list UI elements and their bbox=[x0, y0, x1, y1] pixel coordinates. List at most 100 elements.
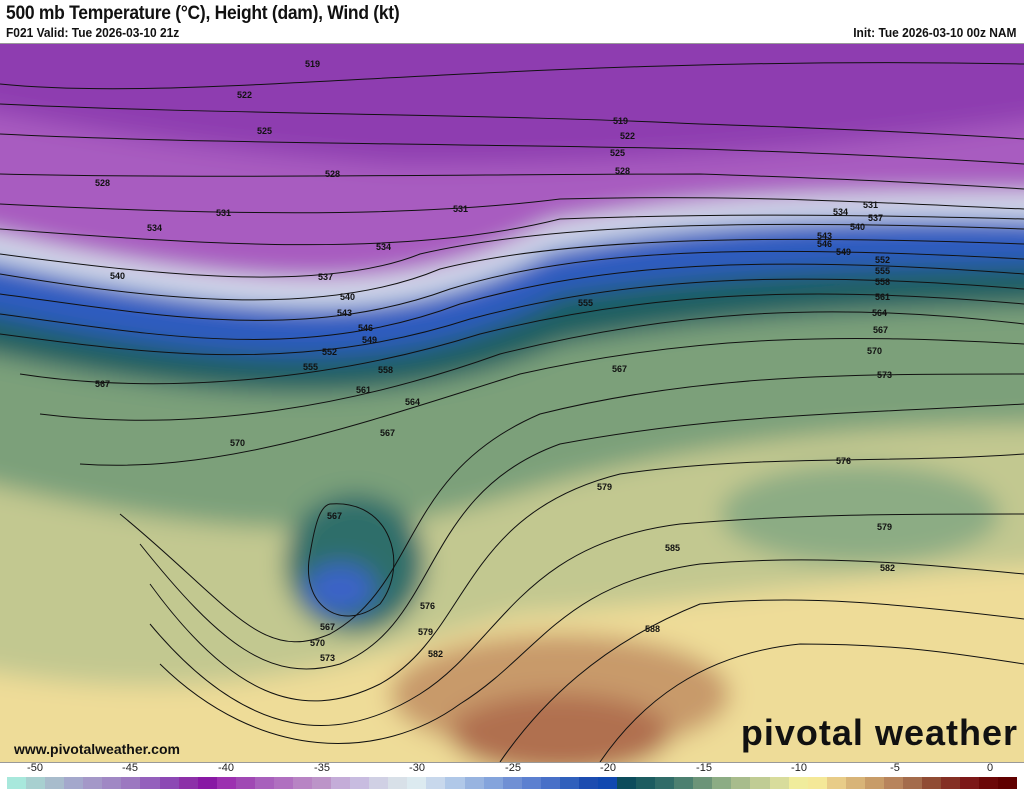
contour-label: 570 bbox=[230, 438, 245, 448]
colorbar-tick: -5 bbox=[890, 762, 900, 774]
colorbar-swatch bbox=[312, 777, 332, 789]
contour-label: 534 bbox=[147, 223, 162, 233]
colorbar-swatch bbox=[960, 777, 980, 789]
colorbar-swatch bbox=[502, 777, 522, 789]
colorbar-tick: -25 bbox=[505, 762, 521, 774]
colorbar-swatch bbox=[731, 777, 751, 789]
colorbar-swatch bbox=[178, 777, 198, 789]
contour-label: 540 bbox=[110, 271, 125, 281]
contour-label: 531 bbox=[863, 200, 878, 210]
contour-label: 567 bbox=[95, 379, 110, 389]
colorbar-swatch bbox=[292, 777, 312, 789]
colorbar-swatch bbox=[617, 777, 637, 789]
contour-label: 576 bbox=[420, 601, 435, 611]
contour-label: 543 bbox=[817, 231, 832, 241]
contour-label: 555 bbox=[875, 266, 890, 276]
brand-logo: pivotal weather bbox=[740, 712, 1018, 753]
colorbar-tick: -35 bbox=[314, 762, 330, 774]
valid-time: F021 Valid: Tue 2026-03-10 21z bbox=[6, 25, 180, 40]
colorbar-swatch bbox=[140, 777, 160, 789]
colorbar-swatch bbox=[64, 777, 84, 789]
contour-label: 528 bbox=[615, 166, 630, 176]
height-contours bbox=[0, 62, 1024, 762]
colorbar-swatch bbox=[578, 777, 598, 789]
contour-label: 582 bbox=[428, 649, 443, 659]
colorbar-swatch bbox=[426, 777, 446, 789]
contour-label: 531 bbox=[216, 208, 231, 218]
colorbar-tick: -45 bbox=[122, 762, 138, 774]
colorbar-swatch bbox=[197, 777, 217, 789]
colorbar-tick: -30 bbox=[409, 762, 425, 774]
contour-label: 519 bbox=[613, 116, 628, 126]
contour-label: 549 bbox=[362, 335, 377, 345]
colorbar-swatch bbox=[45, 777, 65, 789]
colorbar-swatch bbox=[712, 777, 732, 789]
contour-label: 525 bbox=[610, 148, 625, 158]
contour-label: 558 bbox=[378, 365, 393, 375]
colorbar-swatch bbox=[750, 777, 770, 789]
colorbar-swatch bbox=[388, 777, 408, 789]
colorbar-swatch bbox=[597, 777, 617, 789]
contour-label: 564 bbox=[405, 397, 420, 407]
contour-label: 567 bbox=[320, 622, 335, 632]
contour-label: 579 bbox=[597, 482, 612, 492]
colorbar-swatch bbox=[407, 777, 427, 789]
init-time: Init: Tue 2026-03-10 00z NAM bbox=[852, 25, 1016, 40]
contour-label: 546 bbox=[817, 239, 832, 249]
map-title: 500 mb Temperature (°C), Height (dam), W… bbox=[6, 3, 400, 24]
colorbar-swatch bbox=[979, 777, 999, 789]
colorbar-swatch bbox=[121, 777, 141, 789]
contour-label: 537 bbox=[868, 213, 883, 223]
contour-label: 588 bbox=[645, 624, 660, 634]
colorbar-swatch bbox=[769, 777, 789, 789]
contour-label: 564 bbox=[872, 308, 887, 318]
contour-label: 573 bbox=[320, 653, 335, 663]
colorbar-ticks: -50 -45 -40 -35 -30 -25 -20 -15 -10 -5 0 bbox=[0, 762, 1024, 776]
colorbar-swatch bbox=[655, 777, 675, 789]
colorbar-swatch bbox=[7, 777, 27, 789]
colorbar-swatch bbox=[521, 777, 541, 789]
colorbar-tick: -40 bbox=[218, 762, 234, 774]
contour-label: 525 bbox=[257, 126, 272, 136]
colorbar-swatch bbox=[369, 777, 389, 789]
colorbar-swatch bbox=[464, 777, 484, 789]
contour-label: 522 bbox=[237, 90, 252, 100]
colorbar-swatch bbox=[254, 777, 274, 789]
weather-map: 519 519 522 522 525 525 528 528 528 531 … bbox=[0, 43, 1024, 763]
colorbar-swatch bbox=[559, 777, 579, 789]
contour-label: 528 bbox=[325, 169, 340, 179]
colorbar-swatch bbox=[636, 777, 656, 789]
colorbar-swatch bbox=[159, 777, 179, 789]
colorbar-tick: -50 bbox=[27, 762, 43, 774]
colorbar-swatch bbox=[902, 777, 922, 789]
contour-label: 570 bbox=[310, 638, 325, 648]
contour-label: 585 bbox=[665, 543, 680, 553]
contour-label: 537 bbox=[318, 272, 333, 282]
contour-label: 567 bbox=[612, 364, 627, 374]
colorbar-swatch bbox=[350, 777, 370, 789]
colorbar-swatch bbox=[445, 777, 465, 789]
colorbar-swatch bbox=[845, 777, 865, 789]
contour-label: 528 bbox=[95, 178, 110, 188]
contour-label: 579 bbox=[877, 522, 892, 532]
colorbar-tick: -10 bbox=[791, 762, 807, 774]
temperature-colorbar bbox=[7, 777, 1018, 789]
colorbar-swatch bbox=[26, 777, 46, 789]
contour-label: 567 bbox=[327, 511, 342, 521]
colorbar-swatch bbox=[483, 777, 503, 789]
website-url: www.pivotalweather.com bbox=[14, 741, 180, 757]
colorbar-swatch bbox=[674, 777, 694, 789]
colorbar-swatch bbox=[998, 777, 1018, 789]
contour-label: 546 bbox=[358, 323, 373, 333]
contour-label: 561 bbox=[875, 292, 890, 302]
colorbar-swatch bbox=[826, 777, 846, 789]
colorbar-tick: -15 bbox=[696, 762, 712, 774]
contour-labels: 519 519 522 522 525 525 528 528 528 531 … bbox=[95, 59, 895, 663]
colorbar-swatch bbox=[83, 777, 103, 789]
contour-label: 579 bbox=[418, 627, 433, 637]
colorbar-swatch bbox=[693, 777, 713, 789]
contour-label: 567 bbox=[873, 325, 888, 335]
contour-label: 555 bbox=[578, 298, 593, 308]
colorbar-swatch bbox=[235, 777, 255, 789]
contour-label: 570 bbox=[867, 346, 882, 356]
